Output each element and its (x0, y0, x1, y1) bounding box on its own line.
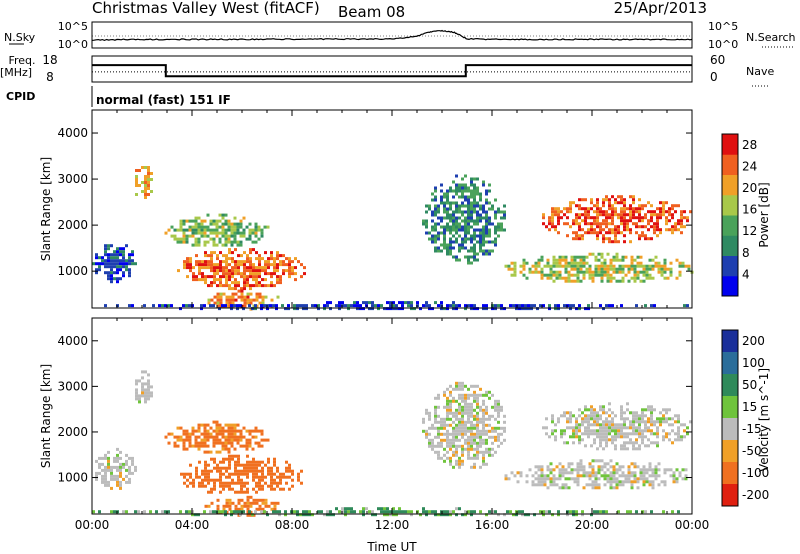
power-colorbar: 28 24 20 16 12 8 4 Power [dB] (722, 134, 771, 297)
power-ytick-2: 3000 (57, 172, 88, 186)
power-cbar-tick-1: 24 (742, 159, 757, 173)
power-cbar-tick-4: 12 (742, 224, 757, 238)
power-panel: 1000 2000 3000 4000 Slant Range [km] (39, 110, 694, 311)
noise-tick-bottom-right: 10^0 (708, 38, 738, 51)
velocity-ytick-1: 2000 (57, 425, 88, 439)
velocity-colorbar: 2001005015-15-50-100-200 Velocity [m s^-… (722, 330, 771, 507)
date-title: 25/Apr/2013 (614, 0, 707, 17)
velocity-region-6 (505, 459, 688, 489)
velocity-cbar-tick-3: 15 (742, 400, 757, 414)
velocity-ytick-0: 1000 (57, 471, 88, 485)
velocity-cbar-tick-0: 200 (742, 334, 765, 348)
power-region-3 (177, 248, 306, 290)
cpid-text: normal (fast) 151 IF (96, 93, 231, 107)
nave-label: Nave (746, 65, 774, 78)
power-cbar-tick-3: 16 (742, 203, 757, 217)
freq-tick-top: 18 (42, 53, 57, 67)
velocity-panel: 00:00 04:00 08:00 12:00 16:00 20:00 00:00 1000… (39, 318, 709, 554)
power-region-2 (165, 214, 270, 247)
velocity-region-7 (542, 402, 692, 450)
noise-tick-top-left: 10^5 (58, 20, 88, 33)
power-ylabel: Slant Range [km] (39, 157, 53, 261)
time-tick-6: 00:00 (675, 518, 710, 532)
power-scatter (92, 166, 694, 311)
time-tick-2: 08:00 (275, 518, 310, 532)
freq-line (92, 65, 692, 76)
frequency-panel: Freq. [MHz] 18 8 60 0 Nave (0, 53, 774, 86)
time-tick-3: 12:00 (375, 518, 410, 532)
time-tick-4: 16:00 (475, 518, 510, 532)
power-ytick-1: 2000 (57, 218, 88, 232)
velocity-scatter (92, 370, 692, 516)
beam-title: Beam 08 (338, 3, 405, 21)
power-ytick-0: 1000 (57, 264, 88, 278)
velocity-cbar-tick-7: -200 (742, 488, 769, 502)
velocity-colorbar-label: Velocity [m s^-1] (757, 368, 771, 472)
freq-tick-bottom: 8 (46, 70, 54, 84)
power-ytick-3: 4000 (57, 126, 88, 140)
power-region-0 (92, 244, 137, 283)
time-tick-0: 00:00 (75, 518, 110, 532)
nave-tick-top: 60 (710, 53, 725, 67)
noise-tick-top-right: 10^5 (708, 20, 738, 33)
time-axis-label: Time UT (366, 540, 417, 554)
nsearch-label: N.Search (746, 31, 796, 44)
power-region-7 (542, 195, 692, 243)
time-tick-5: 20:00 (575, 518, 610, 532)
radar-name-title: Christmas Valley West (fitACF) (92, 0, 320, 17)
velocity-ytick-3: 4000 (57, 334, 88, 348)
cpid-label: CPID (6, 90, 35, 103)
velocity-region-1 (135, 370, 153, 403)
nsky-label: N.Sky (4, 31, 36, 44)
velocity-region-5 (422, 382, 506, 469)
velocity-region-2 (165, 421, 270, 454)
power-cbar-tick-2: 20 (742, 181, 757, 195)
power-region-6 (505, 253, 694, 283)
velocity-region-3 (180, 455, 303, 494)
power-cbar-tick-6: 4 (742, 267, 750, 281)
freq-unit: [MHz] (0, 66, 32, 79)
velocity-ytick-2: 3000 (57, 379, 88, 393)
nsky-line (92, 31, 692, 41)
noise-tick-bottom-left: 10^0 (58, 38, 88, 51)
power-cbar-tick-5: 8 (742, 246, 750, 260)
nave-tick-bottom: 0 (710, 70, 718, 84)
power-cbar-tick-0: 28 (742, 138, 757, 152)
cpid-panel: CPID normal (fast) 151 IF (6, 86, 231, 107)
power-colorbar-label: Power [dB] (757, 182, 771, 247)
velocity-cbar-tick-1: 100 (742, 356, 765, 370)
velocity-cbar-tick-2: 50 (742, 378, 757, 392)
noise-panel: N.Sky 10^5 10^0 10^5 10^0 N.Search (4, 20, 796, 51)
power-region-1 (135, 166, 153, 199)
time-tick-1: 04:00 (175, 518, 210, 532)
velocity-ylabel: Slant Range [km] (39, 364, 53, 468)
velocity-region-0 (95, 448, 137, 490)
power-region-5 (422, 175, 506, 265)
